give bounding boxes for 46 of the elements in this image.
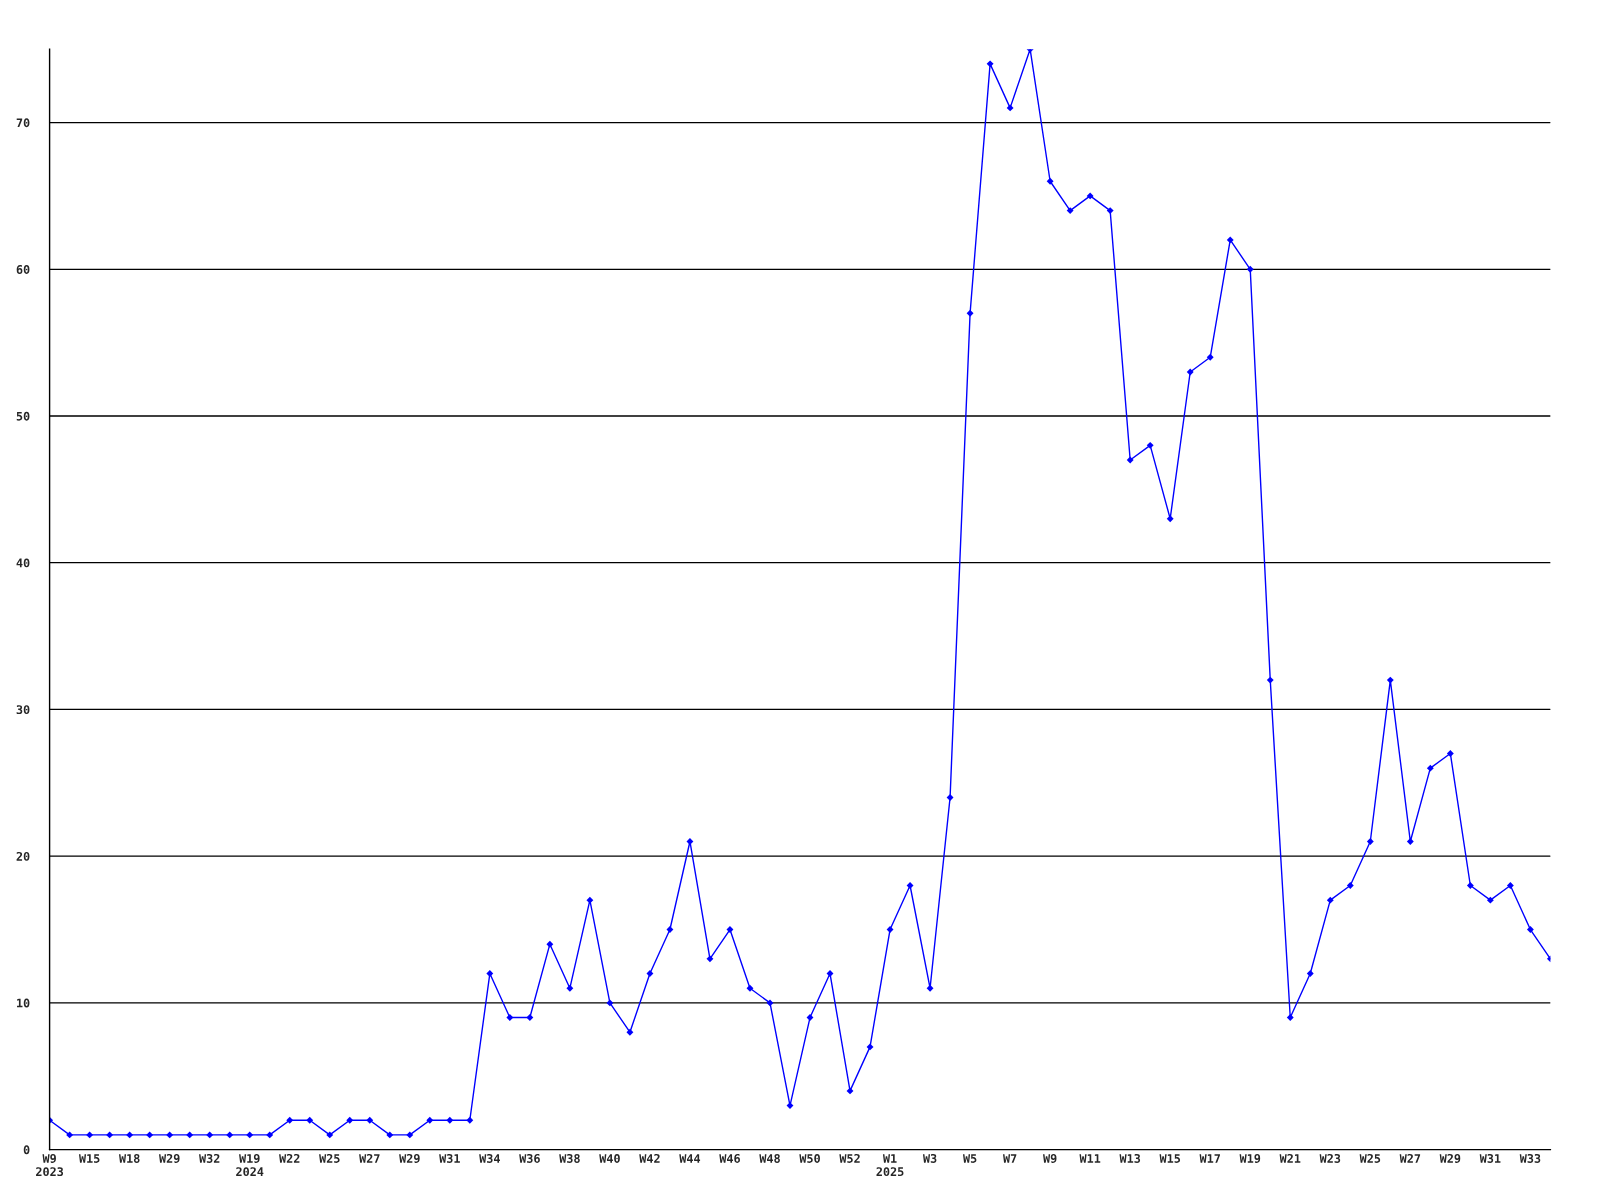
y-tick-label: 50 [16, 411, 30, 421]
x-tick-label: W31 [439, 1153, 460, 1163]
x-tick-label: W25 [319, 1153, 340, 1163]
y-tick-label: 60 [16, 265, 30, 274]
x-tick-label: W5 [962, 1154, 977, 1163]
x-tick-label: W3 [922, 1153, 937, 1163]
y-tick-label: 40 [16, 558, 30, 568]
x-tick-label: W17 [1199, 1154, 1220, 1163]
x-tick-label: W46 [719, 1153, 740, 1163]
x-tick-label: W25 [1359, 1153, 1381, 1163]
x-tick-label: W34 [479, 1153, 500, 1163]
y-tick-label: 0 [23, 1145, 30, 1155]
x-tick-label: W19 [1239, 1154, 1261, 1163]
x-tick-label: W50 [799, 1153, 820, 1163]
y-tick-label: 20 [16, 851, 30, 861]
y-tick-label: 30 [16, 705, 30, 715]
x-tick-label: W22 [279, 1153, 300, 1163]
x-tick-label: W15 [78, 1154, 100, 1163]
x-tick-label: W48 [759, 1153, 780, 1163]
x-tick-label: W29 [159, 1153, 180, 1163]
x-tick-label: W29 [1439, 1153, 1461, 1163]
x-tick-label: W9 2023 [36, 1154, 64, 1177]
x-tick-label: W7 [1003, 1154, 1017, 1163]
x-tick-label: W36 [519, 1153, 540, 1163]
x-tick-label: W27 [359, 1153, 380, 1163]
x-tick-label: W40 [599, 1153, 620, 1163]
x-tick-label: W19 2024 [236, 1154, 264, 1177]
x-tick-label: W52 [839, 1153, 860, 1163]
x-tick-label: W1 2025 [876, 1154, 904, 1177]
x-tick-label: W27 [1399, 1153, 1421, 1163]
x-tick-label: W15 [1159, 1154, 1181, 1163]
x-tick-label: W42 [639, 1153, 660, 1163]
x-tick-label: W29 [399, 1153, 420, 1163]
x-tick-label: W33 [1519, 1153, 1541, 1163]
x-tick-label: W9 [1043, 1154, 1057, 1163]
x-tick-label: W38 [559, 1153, 580, 1163]
x-tick-label: W21 [1279, 1153, 1301, 1163]
y-tick-label: 70 [16, 118, 30, 128]
x-tick-label: W32 [199, 1153, 220, 1163]
x-tick-label: W13 [1119, 1153, 1141, 1163]
x-tick-label: W11 [1079, 1154, 1101, 1163]
y-tick-label: 10 [17, 998, 30, 1008]
x-tick-label: W18 [118, 1153, 140, 1163]
x-tick-label: W23 [1319, 1153, 1341, 1163]
x-tick-label: W44 [679, 1154, 701, 1163]
x-tick-label: W31 [1479, 1153, 1501, 1163]
